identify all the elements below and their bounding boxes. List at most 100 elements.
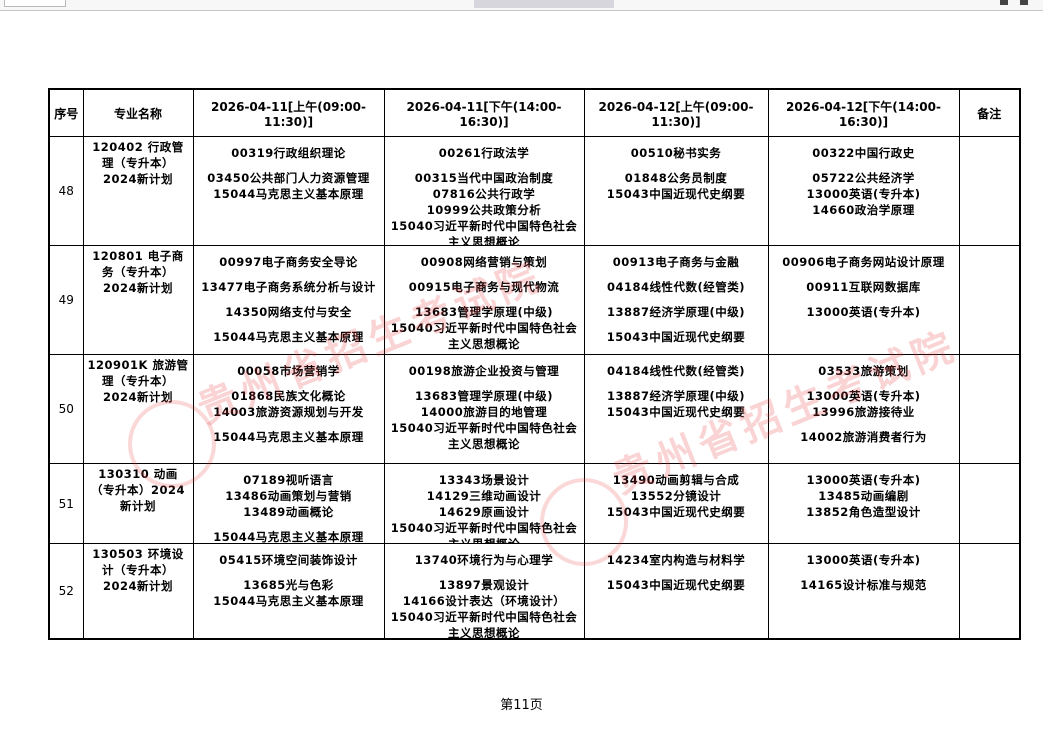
- major-name: 130503 环境设计（专升本）2024新计划: [92, 547, 184, 593]
- course-group: 07189视听语言 13486动画策划与营销 13489动画概论: [196, 472, 382, 520]
- course-item: 15043中国近现代史纲要: [606, 578, 746, 592]
- exam-session-cell: 04184线性代数(经管类) 13887经济学原理(中级) 15043中国近现代史纲…: [583, 354, 769, 464]
- course-group: 00322中国行政史: [771, 145, 957, 161]
- seq-number: 48: [48, 136, 84, 246]
- course-item: 13489动画概论: [243, 505, 334, 519]
- exam-schedule-table: 序号 专业名称 2026-04-11[上午(09:00-11:30)] 2026-04…: [48, 88, 1021, 640]
- course-item: 13552分镜设计: [630, 489, 722, 503]
- course-group: 04184线性代数(经管类): [587, 279, 766, 295]
- course-group: 13683管理学原理(中级) 14000旅游目的地管理 15040习近平新时代中国特…: [387, 388, 582, 452]
- course-item: 15040习近平新时代中国特色社会主义思想概论: [390, 219, 578, 245]
- course-group: 13343场景设计 14129三维动画设计 14629原画设计 15040习近平新时代…: [387, 472, 582, 543]
- minimize-icon[interactable]: [1000, 0, 1008, 5]
- course-group: 14002旅游消费者行为: [771, 429, 957, 445]
- course-item: 13343场景设计: [438, 473, 530, 487]
- course-item: 13887经济学原理(中级): [606, 389, 746, 403]
- column-header: 2026-04-12[下午(14:00-16:30)]: [767, 88, 960, 137]
- course-item: 14166设计表达（环境设计）: [402, 594, 566, 608]
- course-group: 03450公共部门人力资源管理 15044马克思主义基本原理: [196, 170, 382, 202]
- course-group: 13740环境行为与心理学: [387, 552, 582, 568]
- course-group: 05415环境空间装饰设计: [196, 552, 382, 568]
- course-item: 15040习近平新时代中国特色社会主义思想概论: [390, 321, 578, 351]
- course-item: 13683管理学原理(中级): [414, 305, 554, 319]
- major-cell: 120402 行政管理（专升本）2024新计划: [82, 136, 194, 246]
- course-item: 05415环境空间装饰设计: [219, 553, 358, 567]
- course-group: 13897景观设计 14166设计表达（环境设计） 15040习近平新时代中国特色社…: [387, 577, 582, 638]
- course-item: 00261行政法学: [438, 146, 530, 160]
- course-group: 00913电子商务与金融: [587, 254, 766, 270]
- maximize-icon[interactable]: [1020, 0, 1028, 5]
- course-item: 13486动画策划与营销: [225, 489, 352, 503]
- course-item: 15043中国近现代史纲要: [606, 330, 746, 344]
- note-cell: [958, 136, 1021, 246]
- column-header: 2026-04-11[下午(14:00-16:30)]: [383, 88, 585, 137]
- course-group: 03533旅游策划: [771, 363, 957, 379]
- course-item: 13685光与色彩: [243, 578, 334, 592]
- exam-session-cell: 00908网络营销与策划 00915电子商务与现代物流 13683管理学原理(中级)…: [383, 245, 585, 355]
- major-cell: 130310 动画（专升本）2024新计划: [82, 463, 194, 544]
- exam-session-cell: 00058市场营销学 01868民族文化概论 14003旅游资源规划与开发 15044…: [192, 354, 385, 464]
- course-item: 14350网络支付与安全: [225, 305, 352, 319]
- course-item: 13887经济学原理(中级): [606, 305, 746, 319]
- course-item: 13000英语(专升本): [806, 305, 921, 319]
- course-group: 13683管理学原理(中级) 15040习近平新时代中国特色社会主义思想概论: [387, 304, 582, 352]
- course-item: 15044马克思主义基本原理: [213, 430, 364, 444]
- course-item: 14000旅游目的地管理: [420, 405, 548, 419]
- course-item: 00915电子商务与现代物流: [408, 280, 560, 294]
- note-cell: [958, 245, 1021, 355]
- exam-session-cell: 00906电子商务网站设计原理 00911互联网数据库 13000英语(专升本): [767, 245, 960, 355]
- major-name: 130310 动画（专升本）2024新计划: [90, 467, 185, 513]
- major-name: 120402 行政管理（专升本）2024新计划: [92, 140, 184, 186]
- course-item: 13740环境行为与心理学: [414, 553, 554, 567]
- course-group: 15044马克思主义基本原理: [196, 529, 382, 543]
- course-item: 00906电子商务网站设计原理: [782, 255, 945, 269]
- course-item: 13000英语(专升本): [806, 389, 921, 403]
- exam-session-cell: 00997电子商务安全导论 13477电子商务系统分析与设计 14350网络支付与安…: [192, 245, 385, 355]
- column-header: 备注: [958, 88, 1021, 137]
- course-item: 14002旅游消费者行为: [800, 430, 927, 444]
- course-group: 13000英语(专升本) 13485动画编剧 13852角色造型设计: [771, 472, 957, 520]
- course-item: 07189视听语言: [243, 473, 334, 487]
- table-row: 50 120901K 旅游管理（专升本）2024新计划 00058市场营销学 0186…: [48, 354, 1021, 464]
- major-name: 120801 电子商务（专升本）2024新计划: [92, 249, 184, 295]
- seq-number: 50: [48, 354, 84, 464]
- note-cell: [958, 354, 1021, 464]
- course-group: 00315当代中国政治制度 07816公共行政学 10999公共政策分析 15040习…: [387, 170, 582, 245]
- course-item: 04184线性代数(经管类): [606, 364, 746, 378]
- course-group: 13477电子商务系统分析与设计: [196, 279, 382, 295]
- note-cell: [958, 543, 1021, 640]
- seq-number: 51: [48, 463, 84, 544]
- course-group: 14165设计标准与规范: [771, 577, 957, 593]
- course-item: 14660政治学原理: [812, 203, 915, 217]
- course-group: 00911互联网数据库: [771, 279, 957, 295]
- course-item: 13485动画编剧: [818, 489, 909, 503]
- course-item: 00198旅游企业投资与管理: [408, 364, 560, 378]
- toolbar-tab[interactable]: [474, 0, 614, 8]
- exam-session-cell: 14234室内构造与材料学 15043中国近现代史纲要: [583, 543, 769, 640]
- exam-session-cell: 13343场景设计 14129三维动画设计 14629原画设计 15040习近平新时代…: [383, 463, 585, 544]
- exam-session-cell: 05415环境空间装饰设计 13685光与色彩 15044马克思主义基本原理: [192, 543, 385, 640]
- course-group: 00908网络营销与策划: [387, 254, 582, 270]
- course-item: 00315当代中国政治制度: [414, 171, 554, 185]
- exam-session-cell: 07189视听语言 13486动画策划与营销 13489动画概论 15044马克思主义…: [192, 463, 385, 544]
- course-item: 15040习近平新时代中国特色社会主义思想概论: [390, 521, 578, 543]
- page-input[interactable]: [4, 0, 66, 7]
- course-item: 15043中国近现代史纲要: [606, 187, 746, 201]
- course-item: 13477电子商务系统分析与设计: [201, 280, 376, 294]
- course-item: 14003旅游资源规划与开发: [213, 405, 364, 419]
- exam-session-cell: 00261行政法学 00315当代中国政治制度 07816公共行政学 10999公共政…: [383, 136, 585, 246]
- course-item: 01848公务员制度: [624, 171, 728, 185]
- course-group: 01868民族文化概论 14003旅游资源规划与开发: [196, 388, 382, 420]
- course-item: 14629原画设计: [438, 505, 530, 519]
- table-row: 49 120801 电子商务（专升本）2024新计划 00997电子商务安全导论 13…: [48, 245, 1021, 355]
- course-item: 13996旅游接待业: [812, 405, 915, 419]
- course-group: 13887经济学原理(中级): [587, 304, 766, 320]
- column-header: 2026-04-12[上午(09:00-11:30)]: [583, 88, 769, 137]
- viewer-toolbar: [0, 0, 1043, 11]
- course-item: 13000英语(专升本): [806, 473, 921, 487]
- course-group: 15043中国近现代史纲要: [587, 577, 766, 593]
- seq-number: 49: [48, 245, 84, 355]
- table-row: 51 130310 动画（专升本）2024新计划 07189视听语言 13486动画策…: [48, 463, 1021, 544]
- exam-session-cell: 00510秘书实务 01848公务员制度 15043中国近现代史纲要: [583, 136, 769, 246]
- course-item: 13897景观设计: [438, 578, 530, 592]
